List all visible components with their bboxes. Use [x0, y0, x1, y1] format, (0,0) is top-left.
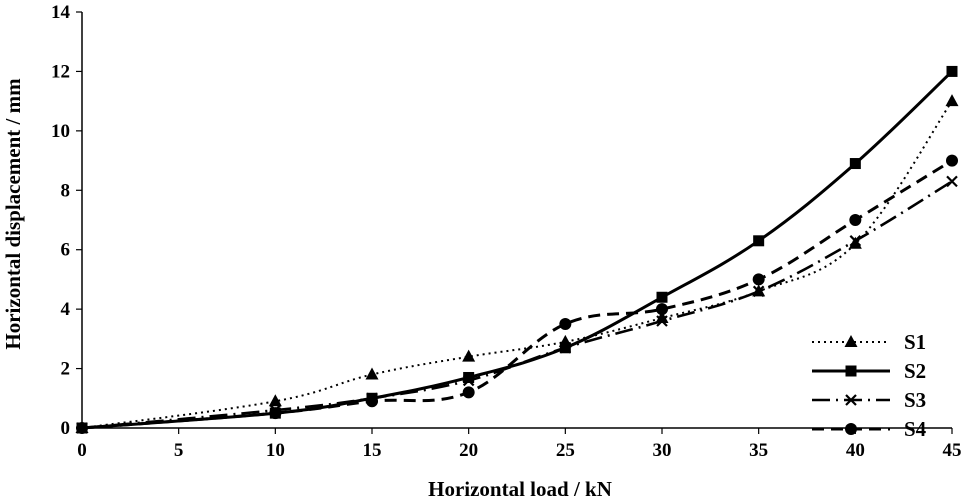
legend-label: S4: [904, 417, 927, 441]
x-tick-label: 10: [266, 440, 285, 461]
x-tick-label: 15: [363, 440, 382, 461]
series-line-s2: [81, 70, 954, 430]
triangle-marker: [945, 94, 959, 107]
x-axis-title: Horizontal load / kN: [428, 477, 612, 500]
x-marker-stroke: [559, 341, 572, 354]
legend-label: S3: [904, 388, 926, 412]
x-tick-label: 5: [174, 440, 184, 461]
circle-marker: [752, 273, 765, 286]
y-tick-label: 2: [61, 359, 71, 380]
circle-marker: [656, 303, 668, 316]
legend-entry-s1: S1: [812, 330, 926, 354]
circle-marker: [849, 214, 862, 226]
x-marker: [462, 374, 475, 387]
x-marker: [559, 341, 572, 354]
circle-marker: [462, 386, 475, 399]
x-marker-stroke: [656, 315, 668, 327]
triangle-marker: [462, 349, 476, 362]
legend-x-marker: [845, 394, 857, 406]
y-tick-label: 10: [51, 121, 70, 142]
circle-marker: [559, 318, 572, 330]
triangle-marker: [268, 394, 282, 407]
legend-label: S1: [904, 330, 926, 354]
axes: 0 5 10 15 20 25 30 35 40 45 0 2 4 6 8 10 12 14: [51, 2, 962, 461]
legend-entry-s2: S2: [812, 359, 926, 383]
x-tick-label: 35: [749, 440, 768, 461]
x-marker: [752, 285, 765, 298]
legend-triangle-marker: [844, 335, 858, 347]
triangle-marker: [655, 311, 669, 324]
triangle-marker: [848, 236, 862, 249]
x-marker-stroke: [752, 285, 765, 298]
legend-entry-s4: S4: [812, 417, 927, 441]
x-tick-label: 45: [943, 440, 962, 461]
legend-entry-s3: S3: [812, 388, 926, 412]
series-s4: [76, 154, 958, 434]
y-tick-label: 4: [61, 299, 71, 320]
x-marker: [946, 175, 958, 188]
x-tick-label: 20: [459, 440, 478, 461]
square-marker: [753, 235, 765, 247]
circle-marker: [946, 154, 958, 167]
x-tick-label: 30: [653, 440, 672, 461]
x-tick-label: 40: [846, 440, 865, 461]
series-s3: [76, 175, 958, 434]
legend-circle-marker: [845, 423, 857, 435]
legend: S1 S2 S3 S4: [812, 330, 927, 441]
series-s1: [75, 94, 959, 433]
x-marker: [849, 235, 862, 247]
series-line-s4: [81, 159, 953, 430]
square-marker: [946, 65, 958, 77]
legend-square-marker: [845, 365, 857, 377]
square-marker: [849, 158, 861, 170]
y-tick-label: 8: [61, 180, 71, 201]
triangle-marker: [365, 367, 379, 380]
y-axis-title: Horizontal displacement / mm: [1, 78, 25, 350]
circle-marker: [76, 422, 88, 434]
square-marker: [463, 371, 475, 383]
series-layer: [75, 65, 959, 434]
x-marker-stroke: [462, 374, 475, 387]
x-marker-stroke: [845, 394, 857, 406]
series-line-s3: [81, 180, 953, 430]
x-marker-stroke: [946, 175, 958, 188]
x-marker-stroke: [849, 235, 862, 247]
circle-marker: [366, 395, 378, 408]
y-tick-label: 14: [51, 2, 71, 23]
y-tick-label: 12: [51, 61, 70, 82]
legend-label: S2: [904, 359, 926, 383]
x-marker: [656, 315, 668, 327]
y-tick-label: 0: [61, 418, 71, 439]
square-marker: [656, 291, 668, 303]
series-s2: [76, 65, 958, 434]
series-line-s1: [81, 100, 953, 429]
x-tick-label: 25: [556, 440, 575, 461]
x-tick-label: 0: [77, 440, 87, 461]
y-tick-label: 6: [61, 240, 71, 261]
circle-marker: [269, 407, 282, 420]
